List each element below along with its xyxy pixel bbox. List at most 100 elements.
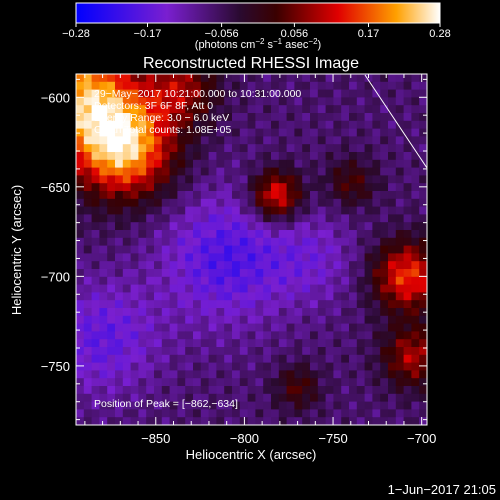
heatmap-cell: [99, 206, 108, 215]
heatmap-cell: [286, 198, 295, 208]
heatmap-cell: [232, 128, 241, 137]
heatmap-cell: [325, 292, 334, 301]
heatmap-cell: [76, 253, 85, 262]
heatmap-cell: [356, 222, 366, 231]
heatmap-cell: [356, 331, 366, 340]
heatmap-cell: [333, 81, 342, 91]
heatmap-cell: [263, 378, 272, 387]
heatmap-cell: [271, 409, 280, 418]
heatmap-cell: [130, 128, 139, 137]
heatmap-cell: [349, 378, 358, 387]
heatmap-cell: [380, 276, 389, 286]
heatmap-cell: [161, 237, 171, 247]
heatmap-cell: [169, 206, 178, 215]
heatmap-cell: [122, 175, 132, 184]
heatmap-cell: [216, 354, 225, 364]
heatmap-cell: [278, 159, 288, 169]
heatmap-cell: [341, 261, 350, 270]
heatmap-cell: [310, 393, 319, 403]
heatmap-cell: [372, 206, 381, 215]
heatmap-cell: [200, 362, 210, 371]
heatmap-cell: [294, 253, 303, 262]
heatmap-cell: [411, 245, 420, 254]
heatmap-cell: [395, 74, 405, 83]
heatmap-cell: [216, 175, 225, 184]
heatmap-cell: [349, 253, 358, 262]
heatmap-cell: [138, 128, 147, 137]
heatmap-cell: [333, 97, 342, 106]
heatmap-cell: [349, 136, 358, 145]
heatmap-cell: [364, 120, 373, 130]
heatmap-cell: [372, 409, 381, 418]
heatmap-cell: [193, 113, 202, 122]
heatmap-cell: [83, 74, 93, 83]
heatmap-cell: [380, 89, 389, 98]
heatmap-cell: [286, 253, 295, 262]
heatmap-cell: [395, 81, 405, 91]
heatmap-cell: [154, 417, 163, 425]
heatmap-cell: [185, 136, 194, 145]
heatmap-cell: [83, 308, 93, 317]
heatmap-cell: [239, 97, 249, 106]
heatmap-cell: [317, 97, 327, 106]
heatmap-cell: [403, 159, 412, 169]
heatmap-cell: [99, 300, 108, 309]
heatmap-cell: [395, 401, 405, 410]
heatmap-cell: [193, 230, 202, 239]
heatmap-cell: [302, 175, 311, 184]
heatmap-cell: [76, 120, 85, 130]
heatmap-cell: [99, 237, 108, 247]
heatmap-cell: [154, 81, 163, 91]
heatmap-cell: [146, 362, 155, 371]
heatmap-cell: [278, 191, 288, 200]
heatmap-cell: [154, 393, 163, 403]
heatmap-cell: [317, 183, 327, 192]
heatmap-cell: [388, 237, 397, 247]
heatmap-cell: [278, 370, 288, 379]
heatmap-cell: [130, 175, 139, 184]
heatmap-cell: [177, 276, 186, 286]
heatmap-cell: [325, 401, 334, 410]
heatmap-cell: [99, 120, 108, 130]
heatmap-cell: [76, 191, 85, 200]
heatmap-cell: [388, 105, 397, 114]
heatmap-cell: [411, 308, 420, 317]
heatmap-cell: [325, 261, 334, 270]
heatmap-cell: [232, 393, 241, 403]
heatmap-cell: [161, 167, 171, 176]
heatmap-cell: [208, 152, 217, 161]
heatmap-cell: [333, 214, 342, 223]
heatmap-cell: [169, 128, 178, 137]
heatmap-cell: [122, 120, 132, 130]
heatmap-cell: [380, 386, 389, 395]
heatmap-cell: [107, 370, 116, 379]
heatmap-cell: [239, 159, 249, 169]
heatmap-cell: [161, 152, 171, 161]
heatmap-cell: [200, 253, 210, 262]
heatmap-cell: [247, 292, 256, 301]
info-line-energy: Energy Range: 3.0 − 6.0 keV: [94, 112, 229, 124]
heatmap-cell: [349, 214, 358, 223]
heatmap-cell: [122, 159, 132, 169]
heatmap-cell: [388, 370, 397, 379]
heatmap-cell: [372, 159, 381, 169]
heatmap-cell: [247, 386, 256, 395]
heatmap-cell: [325, 191, 334, 200]
heatmap-cell: [107, 269, 116, 278]
heatmap-image: [76, 74, 427, 425]
heatmap-cell: [107, 393, 116, 403]
heatmap-cell: [161, 300, 171, 309]
heatmap-cell: [83, 354, 93, 364]
heatmap-cell: [138, 393, 147, 403]
heatmap-cell: [208, 276, 217, 286]
heatmap-cell: [271, 261, 280, 270]
heatmap-cell: [83, 378, 93, 387]
heatmap-cell: [388, 128, 397, 137]
heatmap-cell: [302, 128, 311, 137]
heatmap-cell: [411, 175, 420, 184]
heatmap-cell: [239, 191, 249, 200]
heatmap-cell: [333, 144, 342, 153]
heatmap-cell: [294, 183, 303, 192]
heatmap-cell: [239, 152, 249, 161]
